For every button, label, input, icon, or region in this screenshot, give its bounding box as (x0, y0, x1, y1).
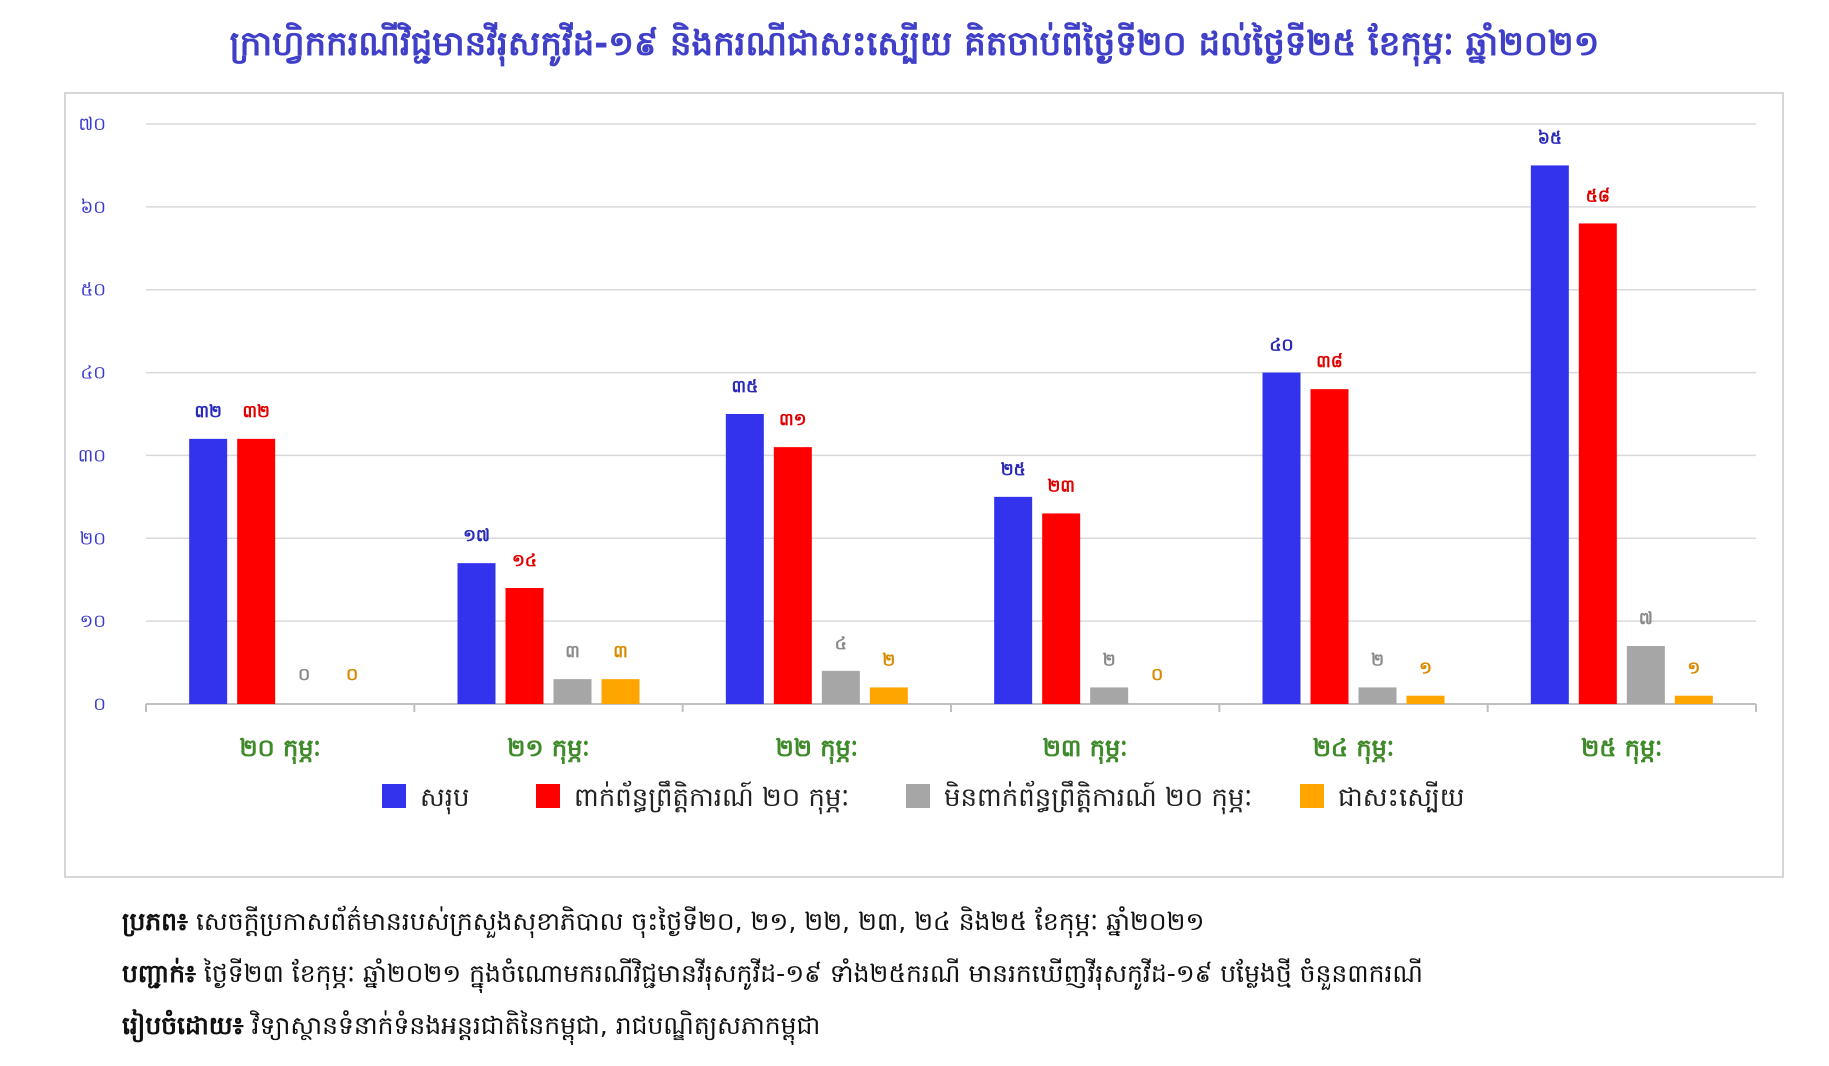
legend-entry: សរុប (420, 783, 470, 815)
data-label: ៤០ (1269, 336, 1293, 356)
bar (237, 438, 276, 704)
source-note: ប្រភព៖ សេចក្តីប្រកាសព័ត៌មានរបស់ក្រសួងសុខ… (122, 896, 1782, 948)
bar (773, 447, 812, 704)
bar (1262, 372, 1301, 704)
legend-entry: មិនពាក់ព័ន្ធព្រឹត្តិការណ៍ ២០ កុម្ភៈ (944, 780, 1252, 815)
bar (994, 496, 1033, 704)
prepared-by-note: រៀបចំដោយ៖ វិទ្យាស្ថានទំនាក់ទំនងអន្តរជាតិ… (122, 1000, 1782, 1052)
bar (1042, 513, 1081, 704)
legend-swatch (1300, 784, 1324, 808)
bar (821, 670, 860, 704)
bar (1578, 223, 1617, 704)
x-category-label: ២៤ កុម្ភៈ (1313, 734, 1394, 765)
source-note-text: សេចក្តីប្រកាសព័ត៌មានរបស់ក្រសួងសុខាភិបាល … (188, 907, 1205, 936)
y-tick-label: ៤០ (81, 363, 107, 384)
y-tick-label: ១០ (80, 611, 106, 632)
data-label: ៦៥ (1538, 128, 1562, 148)
x-category-label: ២០ កុម្ភៈ (240, 734, 321, 765)
notes: ប្រភព៖ សេចក្តីប្រកាសព័ត៌មានរបស់ក្រសួងសុខ… (122, 896, 1782, 1052)
source-note-key: ប្រភព៖ (122, 907, 189, 936)
data-label: ៣៨ (1316, 352, 1343, 372)
bar (1090, 687, 1129, 704)
x-category-label: ២២ កុម្ភៈ (776, 734, 858, 765)
data-label: ១ (1687, 659, 1700, 679)
bar (457, 563, 496, 704)
legend-swatch (382, 784, 406, 808)
y-tick-label: ៧០ (78, 114, 106, 135)
clarification-note: បញ្ជាក់៖ ថ្ងៃទី២៣ ខែកុម្ភៈ ឆ្នាំ២០២១ ក្ន… (122, 948, 1782, 1000)
clarification-note-text: ថ្ងៃទី២៣ ខែកុម្ភៈ ឆ្នាំ២០២១ ក្នុងចំណោមករ… (195, 959, 1423, 988)
data-label: ៣២ (242, 402, 269, 422)
prepared-by-note-text: វិទ្យាស្ថានទំនាក់ទំនងអន្តរជាតិនៃកម្ពុជា,… (243, 1011, 821, 1040)
bar (505, 588, 544, 704)
legend-swatch (906, 784, 930, 808)
data-label: ៣២ (194, 402, 221, 422)
data-label: ៥៨ (1586, 186, 1610, 206)
y-tick-label: ៣០ (78, 445, 106, 466)
y-tick-label: ៥០ (81, 280, 107, 301)
bar (1406, 695, 1445, 704)
x-category-label: ២៣ កុម្ភៈ (1043, 734, 1128, 765)
data-label: ២ (1103, 650, 1116, 670)
chart-title: ក្រាហ្វិកករណីវិជ្ជមានវីរុសកូវីដ-១៩ និងករ… (229, 24, 1600, 64)
bar (1530, 165, 1569, 704)
data-label: ២ (882, 650, 895, 670)
data-label: ០ (1151, 665, 1163, 685)
data-label: ២ (1371, 650, 1384, 670)
bar (1626, 646, 1665, 704)
bar (601, 679, 640, 704)
legend-entry: ពាក់ព័ន្ធព្រឹត្តិការណ៍ ២០ កុម្ភៈ (574, 780, 849, 815)
data-label: ៣១ (779, 410, 806, 430)
data-label: ០ (298, 665, 310, 685)
data-label: ៣ (565, 642, 580, 662)
y-tick-label: ២០ (80, 528, 106, 549)
data-label: ១ (1419, 659, 1432, 679)
bar (1674, 695, 1713, 704)
y-tick-label: ៦០ (81, 197, 107, 218)
data-label: ០ (346, 665, 358, 685)
prepared-by-note-key: រៀបចំដោយ៖ (122, 1011, 244, 1040)
bar (189, 438, 228, 704)
data-label: ២៣ (1047, 476, 1074, 496)
data-label: ៤ (835, 634, 847, 654)
x-category-label: ២៥ កុម្ភៈ (1581, 734, 1662, 765)
data-label: ៣ (613, 642, 628, 662)
clarification-note-key: បញ្ជាក់៖ (122, 959, 196, 988)
x-category-label: ២១ កុម្ភៈ (507, 734, 589, 765)
legend-swatch (536, 784, 560, 808)
bar (1310, 389, 1349, 704)
bar (725, 414, 764, 704)
y-tick-label: ០ (93, 694, 106, 715)
legend-entry: ជាសះស្បើយ (1338, 781, 1464, 813)
bar (553, 679, 592, 704)
data-label: ៧ (1639, 609, 1653, 629)
bar (869, 687, 908, 704)
data-label: ៣៥ (732, 377, 759, 397)
chart-frame: ០១០ ២០ ៣០ ៤០ ៥០ ៦០ ៧០ ៣២ ៣២០០២០ កុម្ភៈ ១៧ ១៤៣៣២១ ក… (64, 92, 1784, 878)
data-label: ១៧ (463, 526, 490, 546)
bar (1358, 687, 1397, 704)
data-label: ២៥ (1001, 460, 1026, 480)
data-label: ១៤ (512, 551, 537, 571)
